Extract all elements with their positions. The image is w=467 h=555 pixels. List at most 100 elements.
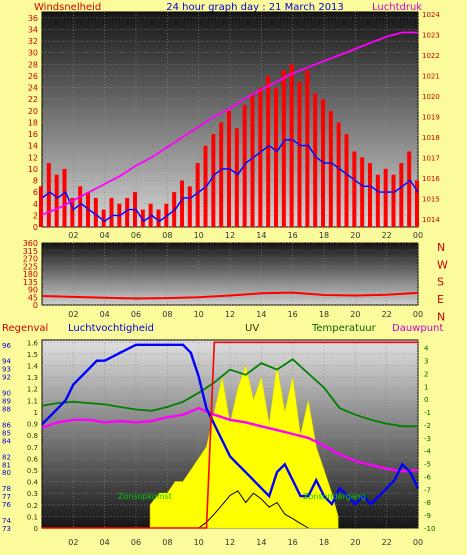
humidity-line (41, 343, 420, 507)
y-humidity-tick-label: 90 (2, 390, 11, 398)
x-tick-label: 16 (288, 538, 298, 547)
y-temp-tick-label: 0 (424, 396, 428, 404)
wind-bar (62, 168, 67, 227)
y-uv-tick-label: 0.9 (27, 421, 38, 429)
x-tick-label: 20 (350, 538, 360, 547)
wind-bar (258, 87, 263, 227)
x-tick-label: 02 (68, 310, 78, 319)
y-uv-tick-label: 1.3 (27, 374, 38, 382)
x-tick-label: 02 (68, 538, 78, 547)
x-tick-label: 22 (382, 538, 392, 547)
legend-rain: Regenval (2, 323, 48, 334)
legend-uv: UV (245, 323, 259, 334)
wind-bar (313, 93, 318, 227)
y-right-tick-label: 1023 (422, 32, 440, 40)
y-humidity-tick-label: 80 (2, 469, 11, 477)
wind-bar (250, 93, 255, 227)
x-tick-label: 10 (194, 310, 204, 319)
y-left-tick-label: 32 (28, 37, 38, 46)
x-tick-label: 12 (225, 310, 235, 319)
y-humidity-tick-label: 74 (2, 517, 11, 525)
y-temp-tick-label: -9 (424, 512, 431, 520)
x-tick-label: 02 (68, 231, 78, 240)
y-temp-tick-label: -3 (424, 435, 431, 443)
x-tick-label: 04 (100, 538, 110, 547)
y-uv-tick-label: 0 (34, 525, 38, 533)
y-humidity-tick-label: 88 (2, 406, 11, 414)
x-tick-label: 00 (413, 310, 423, 319)
wind-average-line (41, 139, 419, 223)
y-humidity-tick-label: 73 (2, 525, 11, 533)
rain-line (42, 341, 418, 529)
y-left-tick-label: 36 (28, 14, 38, 23)
y-uv-tick-label: 0.4 (27, 479, 39, 487)
y-left-tick-label: 28 (28, 60, 38, 69)
uv-area (149, 364, 339, 529)
compass-label: W (437, 258, 448, 271)
x-tick-label: 18 (319, 310, 329, 319)
y-humidity-tick-label: 86 (2, 421, 11, 429)
y-temp-tick-label: -4 (424, 448, 432, 456)
x-tick-label: 12 (225, 538, 235, 547)
wind-direction-line (41, 291, 419, 300)
y-right-tick-label: 1015 (422, 195, 440, 203)
y-right-tick-label: 1018 (422, 134, 440, 142)
y-left-tick-label: 0 (33, 223, 38, 232)
y-uv-tick-label: 1.6 (27, 339, 39, 347)
y-humidity-tick-label: 85 (2, 429, 11, 437)
x-tick-label: 06 (131, 310, 141, 319)
y-uv-tick-label: 1.4 (27, 363, 39, 371)
y-humidity-tick-label: 93 (2, 366, 11, 374)
x-tick-label: 00 (413, 538, 423, 547)
wind-bar (281, 70, 286, 227)
y-uv-tick-label: 0.3 (27, 490, 38, 498)
wind-bar (219, 122, 224, 227)
x-tick-label: 16 (288, 310, 298, 319)
y-right-tick-label: 1022 (422, 52, 440, 60)
panel2-series (41, 291, 419, 300)
y-left-tick-label: 20 (28, 107, 38, 116)
y-left-tick-label: 18 (28, 118, 38, 127)
y-dir-tick-label: 180 (23, 270, 38, 279)
y-humidity-tick-label: 77 (2, 493, 11, 501)
wind-bar (46, 163, 51, 227)
wind-bar (407, 151, 412, 227)
y-dir-tick-label: 270 (23, 255, 38, 264)
solar-line (198, 490, 309, 529)
sunrise-label: Zonsopkomst (118, 492, 172, 501)
x-tick-label: 08 (162, 231, 172, 240)
x-tick-label: 04 (100, 231, 110, 240)
y-uv-tick-label: 1.5 (27, 351, 38, 359)
wind-bar (368, 163, 372, 227)
y-temp-tick-label: 1 (424, 383, 428, 391)
wind-bar (399, 163, 404, 227)
y-uv-tick-label: 0.8 (27, 432, 38, 440)
x-tick-label: 22 (382, 231, 392, 240)
y-uv-tick-label: 0.6 (27, 455, 39, 463)
y-left-tick-label: 26 (28, 72, 38, 81)
wind-bar (109, 197, 114, 227)
y-uv-tick-label: 1.1 (27, 397, 38, 405)
wind-bar (211, 134, 216, 227)
y-humidity-tick-label: 84 (2, 437, 11, 445)
y-left-tick-label: 30 (28, 49, 38, 58)
x-tick-label: 08 (162, 538, 172, 547)
x-tick-label: 06 (131, 231, 141, 240)
wind-bar (274, 87, 278, 227)
y-uv-tick-label: 1.2 (27, 386, 38, 394)
x-tick-label: 04 (100, 310, 110, 319)
y-temp-tick-label: -5 (424, 461, 431, 469)
wind-bar (180, 180, 184, 227)
wind-bar (125, 197, 130, 227)
y-humidity-tick-label: 82 (2, 453, 11, 461)
y-uv-tick-label: 0.7 (27, 444, 38, 452)
wind-bar (156, 209, 161, 227)
pressure-line (41, 31, 418, 216)
legend-dewpoint: Dauwpunt (392, 323, 443, 334)
y-right-tick-label: 1017 (422, 154, 440, 162)
wind-bar (375, 174, 380, 227)
compass-label: S (437, 276, 444, 289)
temperature-line (41, 358, 418, 428)
x-tick-label: 20 (350, 310, 360, 319)
